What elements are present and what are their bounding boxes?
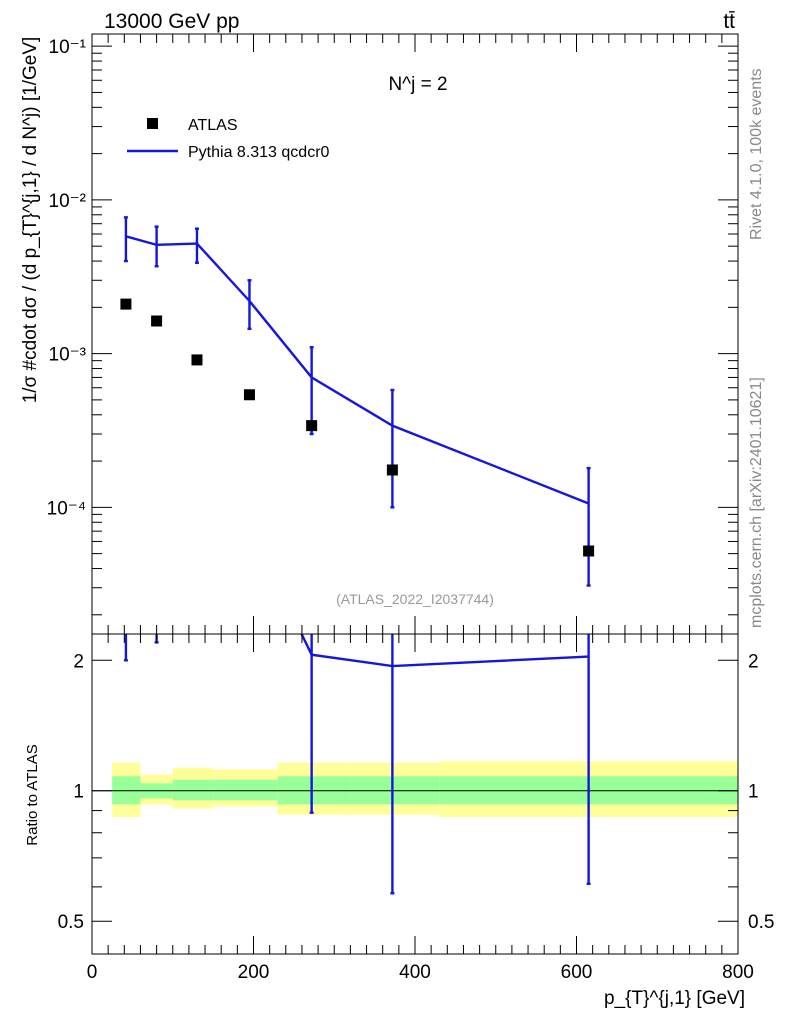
energy-label: 13000 GeV pp: [104, 10, 239, 33]
band-inner: [213, 779, 278, 801]
ratio-y-tick-label: 0.5: [58, 912, 84, 933]
rivet-label: Rivet 4.1.0, 100k events: [748, 68, 765, 240]
ratio-y-tick-label: 2: [73, 651, 84, 672]
mc-line: [125, 235, 590, 505]
ratio-line: [300, 634, 589, 668]
panel-title: N^j = 2: [388, 74, 447, 95]
x-axis-label: p_{T}^{j,1} [GeV]: [604, 988, 745, 1009]
main-ylabel: 1/σ #cdot dσ / (d p_{T}^{j,1} / d N^j) […: [20, 37, 41, 404]
data-point: [120, 298, 132, 310]
main-panel: 10⁻⁴ 10⁻³ 10⁻² 10⁻¹ N^j = 2 (ATLAS_2022_I20…: [20, 33, 739, 635]
y-tick-label: 10⁻²: [49, 191, 87, 212]
ratio-y-tick-label-right: 1: [748, 782, 759, 803]
analysis-id: (ATLAS_2022_I2037744): [336, 591, 494, 607]
process-label: tt̄: [723, 10, 735, 33]
y-tick-label: 10⁻¹: [49, 37, 87, 58]
ratio-y-tick-label-right: 2: [748, 651, 759, 672]
ratio-y-tick-label-right: 0.5: [748, 912, 774, 933]
x-tick-label: 0: [87, 962, 98, 983]
data-point: [386, 464, 398, 476]
legend-label-pythia: Pythia 8.313 qcdcr0: [188, 144, 330, 161]
x-tick-label: 200: [238, 962, 270, 983]
mcplots-label: mcplots.cern.ch [arXiv:2401.10621]: [748, 377, 765, 628]
data-point: [243, 389, 255, 401]
legend-label-atlas: ATLAS: [188, 117, 238, 134]
band-inner: [172, 779, 214, 801]
legend: ATLAS Pythia 8.313 qcdcr0: [127, 117, 330, 161]
data-point: [583, 545, 595, 557]
y-tick-label: 10⁻³: [49, 345, 87, 366]
x-tick-label: 600: [561, 962, 593, 983]
legend-marker-atlas: [147, 118, 158, 129]
ratio-panel: 0.5 0.5 1 1 2 2 Ratio to ATLAS: [24, 633, 774, 955]
data-point: [306, 420, 318, 432]
ratio-y-tick-label: 1: [73, 782, 84, 803]
x-tick-label: 800: [722, 962, 754, 983]
ratio-ylabel: Ratio to ATLAS: [24, 744, 41, 845]
data-point: [191, 354, 203, 366]
data-point: [151, 315, 163, 327]
x-tick-label: 400: [399, 962, 431, 983]
y-tick-label: 10⁻⁴: [47, 498, 86, 519]
